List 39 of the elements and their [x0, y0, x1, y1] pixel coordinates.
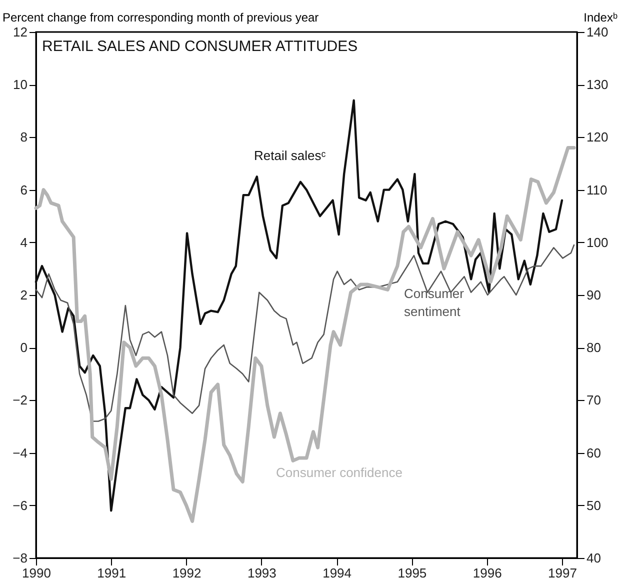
y-tick-label: −2 — [12, 392, 28, 408]
y-tick-label: 0 — [20, 340, 28, 356]
y-tick-label: −4 — [12, 445, 28, 460]
y-tick-label: 8 — [20, 130, 28, 145]
x-tick-label: 1995 — [398, 566, 427, 580]
y-tick-label: 4 — [20, 234, 28, 250]
y2-tick-label: 90 — [586, 288, 601, 302]
x-tick-label: 1994 — [322, 566, 352, 580]
x-tick-label: 1991 — [97, 566, 126, 580]
y2-tick-label: 50 — [586, 498, 601, 513]
y-tick-label: −6 — [12, 498, 28, 513]
series-label: Retail salesᶜ — [254, 148, 326, 163]
y2-tick-label: 80 — [586, 340, 601, 356]
y2-tick-label: 60 — [586, 445, 601, 460]
chart-title: RETAIL SALES AND CONSUMER ATTITUDES — [42, 38, 358, 55]
x-tick-label: 1993 — [247, 566, 276, 580]
y-tick-label: −8 — [12, 550, 28, 566]
y2-tick-label: 130 — [586, 77, 608, 92]
y2-axis-title: Indexᵇ — [584, 10, 618, 24]
series-label: Consumer confidence — [276, 465, 402, 480]
line-series — [35, 244, 575, 422]
line-series — [34, 146, 576, 523]
y2-tick-label: 70 — [586, 392, 601, 408]
y-tick-label: 2 — [20, 288, 28, 302]
y-axis-title: Percent change from corresponding month of previous year — [2, 10, 319, 24]
y2-tick-label: 140 — [586, 24, 608, 40]
y2-tick-label: 40 — [586, 550, 601, 566]
y-tick-label: 6 — [20, 182, 28, 198]
y2-tick-label: 120 — [586, 130, 608, 145]
y-tick-label: 10 — [13, 77, 28, 92]
line-series — [34, 99, 564, 512]
y2-tick-label: 110 — [586, 182, 608, 198]
y-tick-label: 12 — [13, 24, 28, 40]
x-tick-label: 1990 — [22, 566, 51, 580]
x-tick-label: 1997 — [548, 566, 577, 580]
y2-tick-label: 100 — [586, 234, 608, 250]
x-tick-label: 1996 — [472, 566, 502, 580]
series-label: Consumer sentiment — [404, 286, 465, 319]
x-tick-label: 1992 — [172, 566, 202, 580]
